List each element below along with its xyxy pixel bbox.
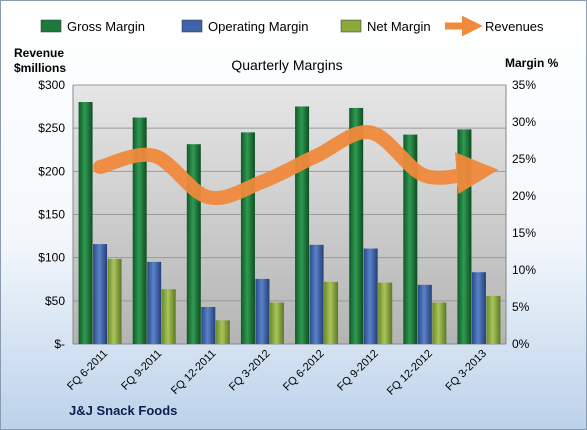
category-label: FQ 12-2011 [169, 348, 218, 397]
left-tick-label: $100 [38, 251, 65, 265]
left-tick-label: $150 [38, 208, 65, 222]
bar-operating-margin [417, 284, 432, 344]
revenue-line-group [93, 125, 499, 206]
category-labels: FQ 6-2011 FQ 9-2011 FQ 12-2011 FQ 3-2012 FQ … [65, 348, 489, 398]
bar-operating-margin [201, 307, 216, 344]
bar-gross-margin [349, 107, 364, 344]
bar-series-group [78, 102, 501, 345]
bar-operating-margin [471, 272, 486, 344]
bar-net-margin [161, 289, 176, 344]
right-axis-title: Margin % [505, 56, 559, 70]
bar-net-margin [378, 282, 393, 344]
left-tick-label: $250 [38, 121, 65, 135]
right-tick-label: 15% [512, 226, 536, 240]
right-tick-label: 35% [512, 78, 536, 92]
category-label: FQ 12-2012 [385, 348, 435, 398]
right-axis-ticks: 0% 5% 10% 15% 20% 25% 30% 35% [512, 78, 536, 351]
revenue-line [93, 125, 499, 206]
left-tick-label: $- [54, 337, 65, 351]
bar-net-margin [324, 281, 339, 344]
right-tick-label: 10% [512, 263, 536, 277]
left-tick-label: $200 [38, 164, 65, 178]
chart-title: Quarterly Margins [231, 57, 342, 73]
legend-swatch-net-margin [340, 19, 362, 33]
bar-operating-margin [363, 248, 378, 344]
right-tick-label: 0% [512, 337, 530, 351]
right-tick-label: 25% [512, 152, 536, 166]
bar-net-margin [107, 258, 122, 344]
legend: Gross Margin Operating Margin Net Margin Re… [40, 15, 544, 37]
bar-operating-margin [255, 278, 270, 344]
category-label: FQ 6-2012 [281, 348, 327, 394]
right-tick-label: 5% [512, 300, 530, 314]
bar-gross-margin [403, 134, 418, 344]
bar-gross-margin [295, 106, 310, 345]
legend-label-operating-margin: Operating Margin [208, 19, 308, 34]
bar-operating-margin [93, 244, 108, 344]
bar-gross-margin [240, 132, 255, 344]
left-axis-title-line1: Revenue [14, 46, 64, 60]
bar-gross-margin [78, 102, 93, 345]
bar-operating-margin [147, 261, 162, 344]
left-tick-label: $50 [45, 294, 65, 308]
right-tick-label: 30% [512, 115, 536, 129]
bar-gross-margin [457, 129, 472, 344]
category-label: FQ 9-2011 [119, 348, 164, 393]
company-label: J&J Snack Foods [69, 403, 177, 418]
right-tick-label: 20% [512, 189, 536, 203]
bar-net-margin [215, 320, 230, 344]
bar-gross-margin [132, 117, 147, 344]
left-axis-ticks: $- $50 $100 $150 $200 $250 $300 [38, 78, 65, 351]
bar-net-margin [269, 302, 284, 344]
category-label: FQ 3-2012 [227, 348, 273, 394]
legend-label-net-margin: Net Margin [367, 19, 431, 34]
legend-label-revenues: Revenues [485, 19, 544, 34]
bar-net-margin [432, 302, 447, 344]
legend-swatch-operating-margin [181, 19, 203, 33]
bar-net-margin [486, 295, 501, 344]
legend-label-gross-margin: Gross Margin [67, 19, 145, 34]
left-axis-title-line2: $millions [14, 61, 66, 75]
bar-operating-margin [309, 244, 324, 344]
category-label: FQ 9-2012 [335, 348, 381, 394]
left-tick-label: $300 [38, 78, 65, 92]
bar-gross-margin [186, 144, 201, 344]
category-label: FQ 3-2013 [443, 348, 489, 394]
legend-swatch-gross-margin [40, 19, 62, 33]
category-label: FQ 6-2011 [65, 348, 110, 393]
